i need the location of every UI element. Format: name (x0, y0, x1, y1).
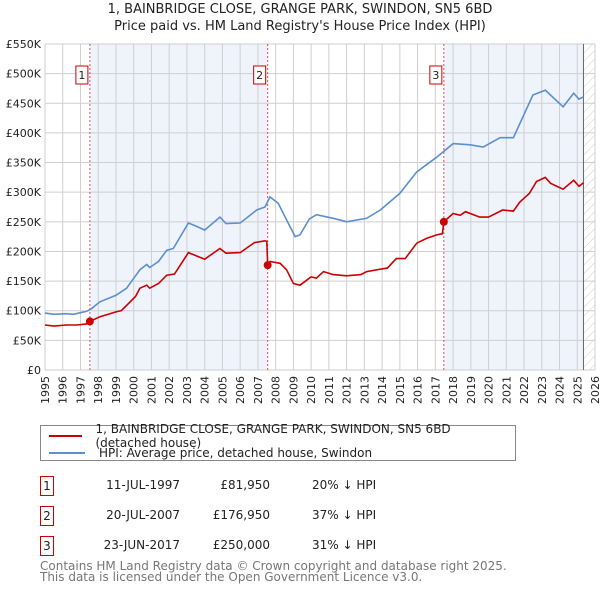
sale-label: 1 (78, 69, 85, 82)
x-tick-label: 2016 (412, 376, 425, 404)
y-tick-label: £500K (6, 68, 42, 81)
x-tick-label: 2017 (429, 376, 442, 404)
transaction-number-badge: 2 (40, 506, 54, 526)
transaction-price: £176,950 (212, 508, 270, 522)
transaction-date: 20-JUL-2007 (106, 508, 180, 522)
transaction-number-badge: 1 (40, 476, 54, 496)
x-tick-label: 2014 (376, 376, 389, 404)
transaction-date: 23-JUN-2017 (103, 538, 180, 552)
y-tick-label: £300K (6, 186, 42, 199)
x-tick-label: 2018 (447, 376, 460, 404)
x-tick-label: 2007 (252, 376, 265, 404)
x-tick-label: 1997 (74, 376, 87, 404)
x-tick-label: 2015 (394, 376, 407, 404)
sale-label: 2 (256, 69, 263, 82)
price-series-line (44, 176, 584, 327)
x-tick-label: 2021 (500, 376, 513, 404)
sale-label: 3 (432, 69, 439, 82)
price-chart: 1 2 3 1995 1996 1997 1998 1999 2000 2001 2002 2003 2… (6, 38, 600, 404)
sale-point (85, 317, 94, 326)
x-tick-label: 2012 (341, 376, 354, 404)
sale-point (439, 217, 448, 226)
y-tick-label: £50K (13, 334, 42, 347)
x-tick-label: 2006 (234, 376, 247, 404)
transaction-price: £81,950 (220, 478, 270, 492)
y-tick-label: £100K (6, 305, 42, 318)
transaction-date: 11-JUL-1997 (106, 478, 180, 492)
x-tick-label: 2023 (536, 376, 549, 404)
y-tick-label: £0 (27, 364, 41, 377)
x-tick-label: 2009 (287, 376, 300, 404)
legend-item-hpi: HPI: Average price, detached house, Swin… (49, 445, 372, 461)
y-tick-label: £250K (6, 216, 42, 229)
transaction-number-badge: 3 (40, 536, 54, 556)
y-tick-label: £400K (6, 127, 42, 140)
x-tick-label: 1998 (92, 376, 105, 404)
x-tick-label: 2025 (571, 376, 584, 404)
ownership-shade (443, 44, 584, 370)
x-tick-label: 2004 (199, 376, 212, 404)
x-tick-label: 2019 (465, 376, 478, 404)
x-tick-label: 2020 (483, 376, 496, 404)
x-tick-label: 2008 (270, 376, 283, 404)
x-tick-label: 1996 (57, 376, 70, 404)
footer-copyright: Contains HM Land Registry data © Crown c… (40, 559, 507, 573)
x-tick-label: 2000 (128, 376, 141, 404)
red-line-swatch (49, 435, 82, 437)
sale-label-box (75, 65, 89, 85)
legend-price-label: 1, BAINBRIDGE CLOSE, GRANGE PARK, SWINDO… (95, 422, 451, 450)
x-tick-label: 2001 (145, 376, 158, 404)
x-tick-label: 2010 (305, 376, 318, 404)
hpi-series-line (44, 89, 584, 316)
ownership-shade (89, 44, 268, 370)
sale-label-box (253, 65, 267, 85)
transaction-hpi-diff: 37% ↓ HPI (312, 508, 377, 522)
x-tick-label: 2013 (358, 376, 371, 404)
chart-subtitle: Price paid vs. HM Land Registry's House … (114, 19, 486, 34)
legend-item-price: 1, BAINBRIDGE CLOSE, GRANGE PARK, SWINDO… (49, 422, 515, 450)
legend-hpi-label: HPI: Average price, detached house, Swin… (99, 446, 373, 460)
sale-label-box (429, 65, 443, 85)
x-tick-label: 1999 (110, 376, 123, 404)
x-tick-label: 2011 (323, 376, 336, 404)
x-tick-label: 2026 (589, 376, 600, 404)
y-tick-label: £450K (6, 97, 42, 110)
x-tick-label: 2024 (554, 376, 567, 404)
x-tick-label: 2005 (216, 376, 229, 404)
future-hatch (583, 44, 595, 370)
chart-legend: 1, BAINBRIDGE CLOSE, GRANGE PARK, SWINDO… (40, 422, 516, 461)
chart-title-address: 1, BAINBRIDGE CLOSE, GRANGE PARK, SWINDO… (107, 2, 493, 17)
y-tick-label: £350K (6, 157, 42, 170)
y-tick-label: £550K (6, 38, 42, 51)
sale-point (263, 261, 272, 270)
x-tick-label: 2022 (518, 376, 531, 404)
footer-licence: This data is licensed under the Open Gov… (40, 570, 423, 584)
transaction-price: £250,000 (212, 538, 270, 552)
y-tick-label: £200K (6, 245, 42, 258)
y-tick-label: £150K (6, 275, 42, 288)
x-tick-label: 2003 (181, 376, 194, 404)
x-tick-label: 2002 (163, 376, 176, 404)
transaction-hpi-diff: 20% ↓ HPI (312, 478, 377, 492)
x-tick-label: 1995 (39, 376, 52, 404)
transaction-hpi-diff: 31% ↓ HPI (312, 538, 377, 552)
blue-line-swatch (49, 452, 85, 454)
